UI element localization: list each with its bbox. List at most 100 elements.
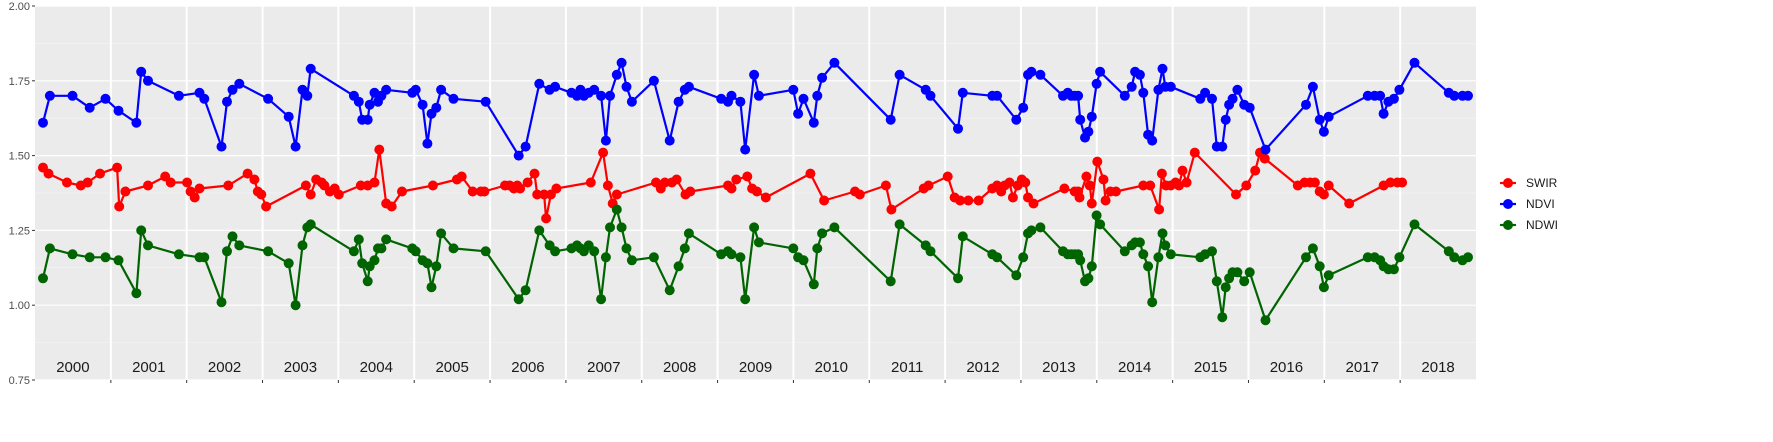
data-point-ndvi (364, 99, 375, 110)
y-axis: 0.75 1.00 1.25 1.50 1.75 2.00 (9, 1, 35, 387)
data-point-swir (333, 189, 344, 200)
data-point-ndwi (829, 222, 840, 233)
data-point-swir (305, 189, 316, 200)
year-label: 2001 (132, 359, 165, 376)
data-point-ndwi (1323, 270, 1334, 281)
legend-label-swir: SWIR (1526, 176, 1558, 190)
y-tick-label: 1.00 (9, 300, 30, 312)
year-label: 2011 (891, 359, 923, 376)
data-point-ndwi (957, 231, 968, 242)
year-label: 2012 (966, 359, 999, 376)
data-point-swir (1397, 177, 1408, 188)
data-point-ndvi (957, 87, 968, 98)
data-point-ndvi (417, 99, 428, 110)
data-point-ndvi (550, 81, 561, 92)
data-point-swir (742, 171, 753, 182)
y-tick-label: 0.75 (9, 375, 30, 387)
data-point-swir (955, 195, 966, 206)
data-point-ndvi (422, 138, 433, 149)
data-point-ndvi (1409, 57, 1420, 68)
data-point-swir (1020, 177, 1031, 188)
data-point-ndvi (67, 90, 78, 101)
data-point-swir (467, 186, 478, 197)
data-point-swir (1318, 189, 1329, 200)
data-point-swir (182, 177, 193, 188)
year-label: 2002 (208, 359, 241, 376)
data-point-swir (256, 189, 267, 200)
data-point-ndwi (726, 249, 737, 260)
data-point-ndvi (436, 84, 447, 95)
data-point-ndvi (616, 57, 627, 68)
data-point-ndwi (1157, 228, 1168, 239)
data-point-ndwi (199, 252, 210, 263)
data-point-swir (95, 168, 105, 179)
data-point-ndvi (1157, 63, 1168, 74)
data-point-ndwi (44, 243, 55, 254)
data-point-ndvi (362, 114, 373, 125)
data-point-swir (541, 213, 552, 224)
data-point-ndvi (263, 93, 274, 104)
data-point-ndwi (1211, 276, 1222, 287)
data-point-ndwi (812, 243, 823, 254)
data-point-swir (386, 201, 397, 212)
data-point-swir (1098, 174, 1109, 185)
data-point-ndwi (426, 282, 437, 293)
data-point-ndvi (1232, 84, 1243, 95)
data-point-ndwi (616, 222, 627, 233)
data-point-swir (726, 183, 737, 194)
data-point-ndvi (1119, 90, 1130, 101)
data-point-swir (397, 186, 407, 197)
data-point-ndwi (1091, 210, 1102, 221)
data-point-ndwi (1409, 219, 1420, 230)
data-point-ndwi (1394, 252, 1405, 263)
data-point-ndwi (534, 225, 545, 236)
data-point-swir (62, 177, 72, 188)
data-point-ndvi (885, 114, 896, 125)
data-point-ndvi (611, 69, 622, 80)
data-point-ndvi (829, 57, 840, 68)
data-point-swir (973, 195, 984, 206)
year-label: 2000 (56, 359, 89, 376)
year-label: 2009 (739, 359, 772, 376)
data-point-swir (515, 183, 526, 194)
data-point-ndwi (1026, 225, 1037, 236)
data-point-swir (194, 183, 205, 194)
data-point-swir (1028, 198, 1039, 209)
year-label: 2018 (1421, 359, 1454, 376)
data-point-swir (143, 180, 153, 191)
data-point-ndvi (793, 108, 804, 119)
data-point-ndvi (664, 135, 675, 146)
data-point-swir (456, 171, 467, 182)
data-point-ndvi (894, 69, 905, 80)
year-label: 2005 (435, 359, 468, 376)
data-point-ndwi (143, 240, 153, 251)
data-point-ndvi (1463, 90, 1473, 101)
data-point-ndwi (173, 249, 184, 260)
data-point-swir (602, 180, 613, 191)
data-point-ndwi (1232, 267, 1243, 278)
data-point-swir (114, 201, 125, 212)
data-point-ndwi (817, 228, 828, 239)
data-point-swir (1138, 180, 1149, 191)
legend-label-ndvi: NDVI (1526, 197, 1555, 211)
data-point-ndwi (626, 255, 637, 266)
data-point-ndwi (1086, 261, 1097, 272)
data-point-ndwi (113, 255, 124, 266)
data-point-swir (1309, 177, 1320, 188)
data-point-ndvi (1086, 111, 1097, 122)
data-point-swir (963, 195, 974, 206)
data-point-swir (1092, 156, 1103, 167)
data-point-ndwi (885, 276, 896, 287)
data-point-ndvi (1095, 66, 1106, 77)
data-point-ndvi (1091, 78, 1102, 89)
data-point-swir (886, 204, 897, 215)
data-point-ndvi (410, 84, 421, 95)
data-point-ndvi (735, 96, 746, 107)
year-label: 2015 (1194, 359, 1227, 376)
data-point-ndwi (753, 237, 764, 248)
data-point-ndvi (812, 90, 823, 101)
data-point-ndwi (1239, 276, 1250, 287)
data-point-ndwi (1143, 261, 1154, 272)
data-point-ndvi (305, 63, 316, 74)
data-point-ndwi (1388, 264, 1399, 275)
